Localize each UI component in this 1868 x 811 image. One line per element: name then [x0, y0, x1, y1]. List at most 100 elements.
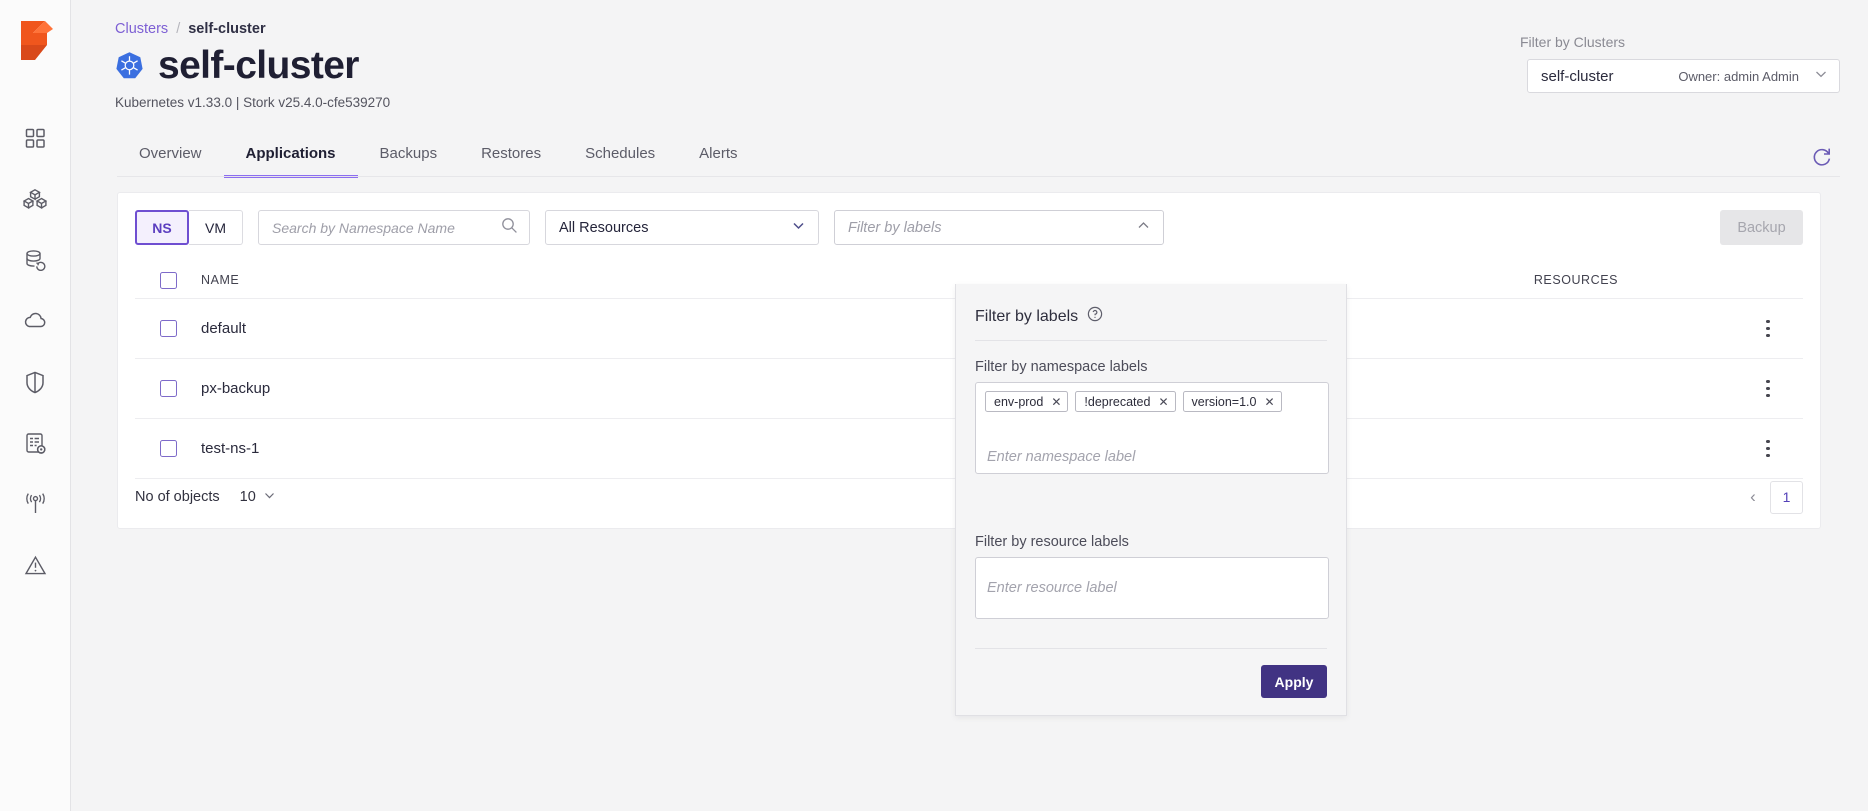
resource-type-select[interactable]: All Resources: [545, 210, 819, 245]
help-circle-icon[interactable]: [1087, 306, 1103, 327]
breadcrumb: Clusters / self-cluster: [115, 21, 266, 37]
row-select-cell: [135, 440, 201, 457]
backup-button[interactable]: Backup: [1720, 210, 1803, 245]
dashboard-grid-icon: [25, 128, 46, 149]
chevron-left-icon[interactable]: ‹: [1750, 487, 1756, 506]
label-chip[interactable]: env-prod ✕: [985, 391, 1069, 412]
namespace-labels-section-label: Filter by namespace labels: [975, 359, 1148, 375]
tab-backups[interactable]: Backups: [358, 135, 460, 178]
resource-label-input[interactable]: [985, 579, 1319, 597]
cluster-filter-select[interactable]: self-cluster Owner: admin Admin: [1527, 59, 1840, 93]
search-box[interactable]: [258, 210, 530, 245]
kubernetes-icon: [115, 51, 144, 80]
sidebar-item-clusters[interactable]: [13, 177, 57, 221]
sidebar-item-alerts[interactable]: [13, 543, 57, 587]
chevron-up-icon: [1135, 217, 1152, 238]
popover-title-row: Filter by labels: [975, 306, 1103, 327]
sidebar-item-backups[interactable]: [13, 238, 57, 282]
cluster-filter-owner: Owner: admin Admin: [1678, 68, 1799, 84]
breadcrumb-current: self-cluster: [188, 21, 266, 37]
warning-triangle-icon: [24, 555, 47, 576]
chevron-down-icon: [263, 489, 276, 506]
cluster-filter-label: Filter by Clusters: [1520, 34, 1626, 50]
namespace-label-input[interactable]: [985, 448, 1319, 466]
apply-button[interactable]: Apply: [1261, 665, 1327, 698]
tab-label: Backups: [379, 145, 438, 162]
tab-overview[interactable]: Overview: [117, 135, 224, 178]
tab-label: Schedules: [585, 145, 656, 162]
tab-schedules[interactable]: Schedules: [563, 135, 677, 178]
sidebar: [0, 0, 71, 811]
sidebar-item-license[interactable]: [13, 421, 57, 465]
popover-divider-bottom: [975, 648, 1327, 649]
objects-per-page-select[interactable]: 10: [240, 489, 276, 506]
breadcrumb-separator: /: [176, 21, 181, 37]
label-chip[interactable]: !deprecated ✕: [1075, 391, 1176, 412]
popover-divider-top: [975, 340, 1327, 341]
checkbox-unchecked-icon[interactable]: [159, 440, 177, 457]
tab-applications[interactable]: Applications: [223, 135, 358, 178]
labels-filter-input[interactable]: Filter by labels: [834, 210, 1164, 245]
clusters-cubes-icon: [23, 188, 47, 210]
close-icon[interactable]: ✕: [1264, 394, 1275, 409]
namespace-label-chips: env-prod ✕ !deprecated ✕ version=1.0 ✕: [985, 391, 1319, 412]
row-name: px-backup: [201, 380, 271, 397]
database-restore-icon: [24, 249, 46, 271]
row-name: test-ns-1: [201, 440, 260, 457]
label-chip[interactable]: version=1.0 ✕: [1182, 391, 1282, 412]
toggle-vm[interactable]: VM: [189, 210, 243, 245]
row-actions-cell: [1733, 379, 1803, 398]
pagination: ‹ 1: [1742, 480, 1803, 514]
tab-label: Overview: [139, 145, 202, 162]
license-clipboard-icon: [25, 432, 46, 455]
shield-icon: [25, 371, 45, 394]
search-input[interactable]: [270, 218, 501, 237]
row-actions-cell: [1733, 319, 1803, 338]
more-vertical-icon[interactable]: [1766, 439, 1770, 458]
version-info: Kubernetes v1.33.0 | Stork v25.4.0-cfe53…: [115, 95, 391, 110]
checkbox-unchecked-icon[interactable]: [159, 271, 177, 289]
row-actions-cell: [1733, 439, 1803, 458]
cluster-filter-value: self-cluster: [1541, 67, 1614, 85]
more-vertical-icon[interactable]: [1766, 319, 1770, 338]
resource-labels-field[interactable]: [975, 557, 1329, 619]
close-icon[interactable]: ✕: [1158, 394, 1169, 409]
tab-label: Applications: [245, 145, 336, 162]
ns-vm-toggle: NS VM: [135, 210, 243, 245]
select-all-cell: [135, 271, 201, 289]
close-icon[interactable]: ✕: [1051, 394, 1062, 409]
checkbox-unchecked-icon[interactable]: [159, 380, 177, 397]
sidebar-item-monitoring[interactable]: [13, 482, 57, 526]
portworx-logo[interactable]: [15, 18, 55, 64]
refresh-icon[interactable]: [1810, 145, 1834, 169]
popover-title: Filter by labels: [975, 307, 1079, 325]
more-vertical-icon[interactable]: [1766, 379, 1770, 398]
labels-filter-placeholder: Filter by labels: [848, 219, 942, 236]
resource-labels-section-label: Filter by resource labels: [975, 534, 1129, 550]
chevron-down-icon: [1813, 66, 1829, 87]
page-title: self-cluster: [158, 44, 359, 87]
chip-text: version=1.0: [1191, 394, 1257, 409]
tab-bar-divider: [117, 176, 1840, 177]
broadcast-antenna-icon: [23, 493, 48, 515]
chip-text: env-prod: [994, 394, 1044, 409]
objects-per-page-label: No of objects: [135, 489, 220, 505]
sidebar-item-cloud-settings[interactable]: [13, 299, 57, 343]
pagination-page-1[interactable]: 1: [1770, 480, 1803, 514]
sidebar-item-security[interactable]: [13, 360, 57, 404]
tab-restores[interactable]: Restores: [459, 135, 563, 178]
toggle-ns[interactable]: NS: [135, 210, 189, 245]
breadcrumb-link-clusters[interactable]: Clusters: [115, 21, 169, 37]
tab-label: Restores: [481, 145, 542, 162]
row-select-cell: [135, 320, 201, 337]
table-toolbar: NS VM All Resources Filter by labels: [135, 210, 1164, 245]
tab-alerts[interactable]: Alerts: [677, 135, 759, 178]
checkbox-unchecked-icon[interactable]: [159, 320, 177, 337]
objects-per-page-value: 10: [239, 489, 256, 505]
namespace-labels-field[interactable]: env-prod ✕ !deprecated ✕ version=1.0 ✕: [975, 382, 1329, 474]
sidebar-item-dashboard[interactable]: [13, 116, 57, 160]
tab-label: Alerts: [699, 145, 738, 162]
tab-bar: Overview Applications Backups Restores S…: [71, 135, 1868, 179]
chip-text: !deprecated: [1084, 394, 1151, 409]
search-icon: [501, 217, 518, 239]
